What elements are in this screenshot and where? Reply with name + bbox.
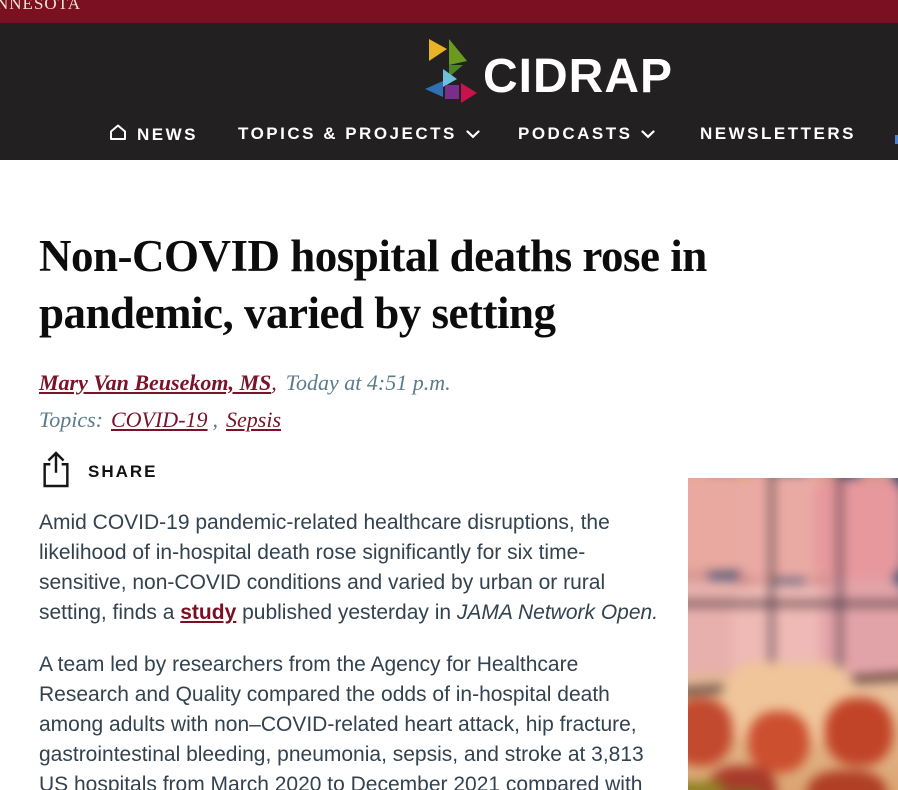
university-banner-text: NNESOTA <box>0 0 81 13</box>
nav-label-news: NEWS <box>137 125 198 144</box>
page-title-line-2: pandemic, varied by setting <box>39 288 556 338</box>
paragraph-1-text-after: published yesterday in <box>236 601 457 624</box>
topics-row: Topics: COVID-19, Sepsis <box>39 405 851 434</box>
nav-item-podcasts[interactable]: PODCASTS <box>518 123 656 145</box>
nav-label-podcasts: PODCASTS <box>518 124 633 143</box>
nav-item-news[interactable]: NEWS <box>108 123 198 147</box>
page-title: Non-COVID hospital deaths rose in pandem… <box>39 228 851 342</box>
share-icon <box>39 448 73 495</box>
home-icon <box>108 123 128 147</box>
topic-link-sepsis[interactable]: Sepsis <box>226 407 282 432</box>
topics-label: Topics: <box>39 407 103 432</box>
chevron-down-icon <box>641 123 656 145</box>
partial-social-icon[interactable] <box>895 135 898 144</box>
topics-separator: , <box>212 407 219 432</box>
page-title-line-1: Non-COVID hospital deaths rose in <box>39 231 707 281</box>
author-link[interactable]: Mary Van Beusekom, MS <box>39 370 272 395</box>
nav-label-topics-projects: TOPICS & PROJECTS <box>238 124 457 143</box>
article-image <box>688 478 898 790</box>
site-header: CIDRAP NEWS TOPICS & PROJECTS PODCASTS <box>0 23 898 160</box>
study-link[interactable]: study <box>180 601 237 624</box>
university-banner: NNESOTA <box>0 0 898 23</box>
share-label: SHARE <box>88 461 158 481</box>
article-image-blur-layer <box>688 478 898 790</box>
share-button[interactable]: SHARE <box>39 448 169 495</box>
paragraph-1: Amid COVID-19 pandemic-related healthcar… <box>39 508 668 628</box>
cidrap-logo[interactable]: CIDRAP <box>423 37 673 116</box>
nav-item-topics-projects[interactable]: TOPICS & PROJECTS <box>238 123 480 145</box>
paragraph-2: A team led by researchers from the Agenc… <box>39 653 644 790</box>
journal-name: JAMA Network Open. <box>456 601 659 624</box>
byline: Mary Van Beusekom, MS, Today at 4:51 p.m. <box>39 368 851 397</box>
cidrap-logo-text: CIDRAP <box>483 49 674 103</box>
byline-separator: , <box>271 370 277 395</box>
topic-link-covid19[interactable]: COVID-19 <box>110 407 208 432</box>
article: Non-COVID hospital deaths rose in pandem… <box>39 228 851 790</box>
paragraph-1-text: Amid COVID-19 pandemic-related healthcar… <box>39 511 610 624</box>
nav-item-newsletters[interactable]: NEWSLETTERS <box>700 123 856 145</box>
chevron-down-icon <box>466 123 480 145</box>
nav-label-newsletters: NEWSLETTERS <box>700 124 856 143</box>
cidrap-logo-icon <box>423 37 477 116</box>
byline-date: Today at 4:51 p.m. <box>285 370 451 395</box>
